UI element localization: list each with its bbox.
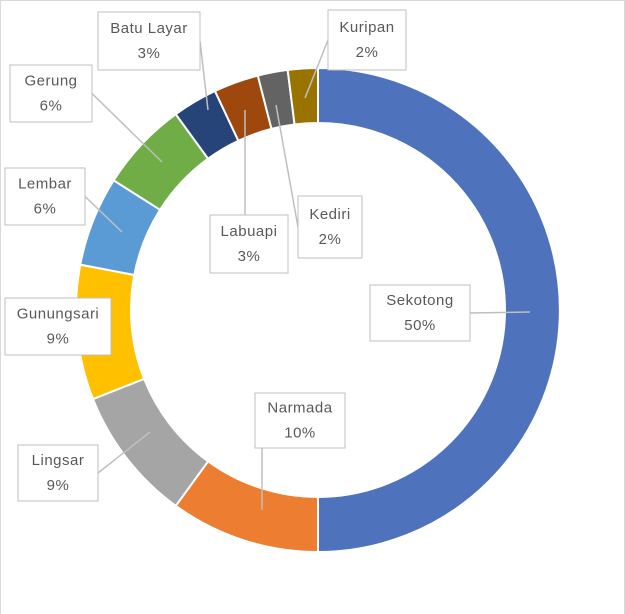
leader-line — [91, 92, 163, 163]
value-label: 10% — [284, 424, 316, 441]
label-box — [254, 392, 346, 449]
leader-line — [199, 40, 209, 111]
category-label: Lembar — [18, 175, 72, 192]
leader-line — [275, 104, 299, 228]
leader-line — [304, 39, 329, 99]
category-label: Gerung — [24, 72, 77, 89]
label-box — [4, 167, 86, 226]
value-label: 50% — [404, 317, 436, 334]
category-label: Kuripan — [339, 19, 394, 36]
label-box — [209, 214, 289, 274]
category-label: Narmada — [267, 399, 332, 416]
donut-segment — [317, 66, 561, 554]
label-box — [97, 11, 201, 71]
category-label: Sekotong — [386, 292, 453, 309]
category-label: Lingsar — [32, 452, 85, 469]
label-box — [369, 284, 471, 342]
value-label: 3% — [238, 248, 261, 265]
value-label: 3% — [138, 45, 161, 62]
leader-line — [84, 195, 123, 233]
category-label: Batu Layar — [110, 20, 188, 37]
label-box — [297, 195, 363, 259]
value-label: 9% — [47, 477, 70, 494]
value-label: 2% — [319, 231, 342, 248]
leader-line — [469, 311, 531, 314]
category-label: Gunungsari — [17, 305, 100, 322]
leader-line — [97, 431, 151, 474]
label-box — [9, 64, 93, 123]
value-label: 9% — [47, 330, 70, 347]
value-label: 6% — [34, 200, 57, 217]
value-label: 6% — [40, 97, 63, 114]
category-label: Labuapi — [221, 223, 278, 240]
label-box — [4, 297, 112, 356]
donut-segment — [286, 66, 319, 126]
label-box — [17, 444, 99, 502]
label-box — [327, 9, 407, 71]
value-label: 2% — [356, 44, 379, 61]
category-label: Kediri — [309, 206, 350, 223]
